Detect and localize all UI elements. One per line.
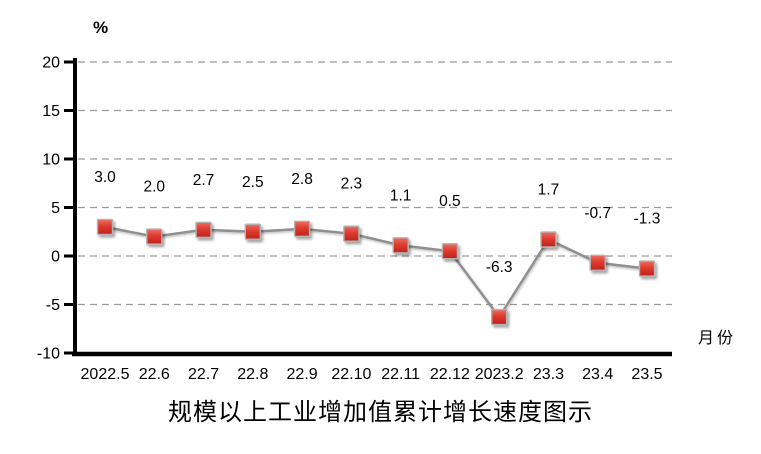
data-point-marker (441, 242, 459, 260)
data-point-label: 2.3 (341, 176, 363, 193)
y-axis-unit-label: % (93, 18, 109, 37)
data-series (96, 218, 656, 326)
data-point-marker (146, 228, 163, 245)
data-point-marker (244, 223, 262, 240)
data-point-label: 2.5 (242, 174, 264, 191)
y-tick-label: -5 (46, 297, 60, 314)
data-point-marker (195, 221, 212, 239)
data-point-label: 2.8 (291, 171, 313, 188)
x-tick-label: 2023.2 (475, 366, 524, 383)
x-tick-label: 23.3 (533, 366, 564, 383)
y-tick-label: 5 (51, 200, 60, 217)
x-tick-label: 23.5 (631, 366, 662, 383)
gridlines (78, 61, 672, 306)
x-axis-label: 月份 (698, 330, 737, 347)
axes (64, 58, 672, 357)
data-point-marker (96, 218, 114, 236)
y-tick-label: 10 (42, 152, 60, 169)
data-point-label: -6.3 (486, 259, 513, 276)
data-point-label: 2.7 (193, 172, 215, 189)
y-tick-label: 20 (42, 55, 60, 72)
data-point-label: -0.7 (584, 205, 611, 222)
data-point-label: 0.5 (439, 193, 461, 210)
data-point-marker (540, 231, 557, 248)
series-line (104, 225, 648, 320)
x-tick-label: 22.9 (287, 366, 318, 383)
x-tick-label: 22.8 (237, 366, 268, 383)
y-tick-label: -10 (37, 346, 60, 363)
labels: 20 15 10 5 0 -5 -10 3.0 2022.5 2.0 22.6 2.7 22.7 2.5 2… (37, 55, 663, 384)
data-point-marker (392, 237, 409, 254)
data-point-label: -1.3 (634, 211, 661, 228)
data-point-marker (490, 308, 508, 326)
x-tick-label: 22.10 (331, 366, 371, 383)
data-point-label: 1.1 (390, 187, 412, 204)
data-point-marker (638, 260, 656, 277)
data-point-label: 2.0 (143, 179, 165, 196)
y-tick-label: 0 (51, 249, 60, 266)
x-tick-label: 22.6 (139, 366, 170, 383)
data-point-marker (343, 225, 360, 242)
x-tick-label: 22.12 (430, 366, 470, 383)
data-point-marker (293, 220, 311, 238)
x-tick-label: 23.4 (582, 366, 613, 383)
x-tick-label: 2022.5 (81, 366, 130, 383)
y-tick-label: 15 (42, 103, 60, 120)
x-tick-label: 22.7 (188, 366, 219, 383)
chart-title: 规模以上工业增加值累计增长速度图示 (168, 400, 593, 426)
data-point-label: 3.0 (94, 169, 116, 186)
data-point-label: 1.7 (538, 182, 560, 199)
x-tick-label: 22.11 (381, 366, 420, 383)
data-point-marker (589, 254, 606, 271)
